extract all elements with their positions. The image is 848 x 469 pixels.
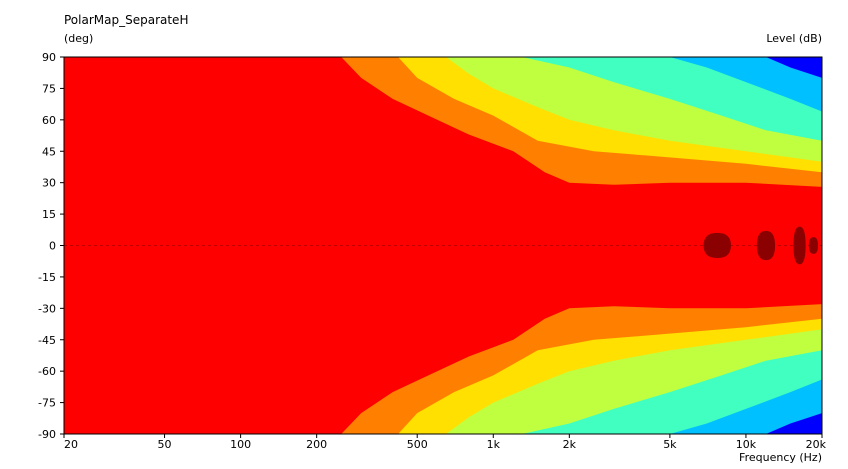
x-tick-label: 20k (806, 438, 827, 451)
x-tick-label: 100 (230, 438, 251, 451)
y-tick-label: -90 (38, 428, 56, 441)
contour-band-top-5 (765, 57, 822, 78)
y-tick-label: -30 (38, 302, 56, 315)
hotspot-0 (703, 232, 731, 259)
chart-title: PolarMap_SeparateH (64, 13, 189, 27)
y-tick-label: 0 (49, 240, 56, 253)
y-tick-label: 60 (42, 114, 56, 127)
contour-band-top-4 (669, 57, 822, 112)
plot-area (63, 56, 823, 435)
y-tick-label: -15 (38, 271, 56, 284)
y-tick-label: 90 (42, 51, 56, 64)
y-tick-label: -60 (38, 365, 56, 378)
x-tick-label: 20 (64, 438, 78, 451)
hotspot-3 (808, 237, 819, 254)
contour-band-bottom-4 (669, 379, 822, 434)
y-axis-ticks: 90 75 60 45 30 15 0 -15 -30 -45 -60 -75 -90 (38, 51, 64, 441)
colorbar-label: Level (dB) (766, 32, 822, 45)
hotspot-2 (793, 226, 806, 265)
x-tick-label: 1k (487, 438, 501, 451)
hotspot-1 (756, 230, 776, 261)
y-tick-label: -75 (38, 397, 56, 410)
y-tick-label: 75 (42, 82, 56, 95)
x-tick-label: 200 (306, 438, 327, 451)
x-tick-label: 50 (158, 438, 172, 451)
x-tick-label: 500 (407, 438, 428, 451)
x-axis-label: Frequency (Hz) (739, 451, 822, 464)
x-tick-label: 10k (736, 438, 757, 451)
x-axis-ticks: 20 50 100 200 500 1k 2k 5k 10k 20k (63, 434, 827, 451)
y-axis-label: (deg) (64, 32, 94, 45)
contour-band-bottom-5 (765, 413, 822, 434)
y-tick-label: 45 (42, 145, 56, 158)
y-tick-label: -45 (38, 334, 56, 347)
x-tick-label: 5k (663, 438, 677, 451)
x-tick-label: 2k (563, 438, 577, 451)
y-tick-label: 30 (42, 177, 56, 190)
y-tick-label: 15 (42, 208, 56, 221)
